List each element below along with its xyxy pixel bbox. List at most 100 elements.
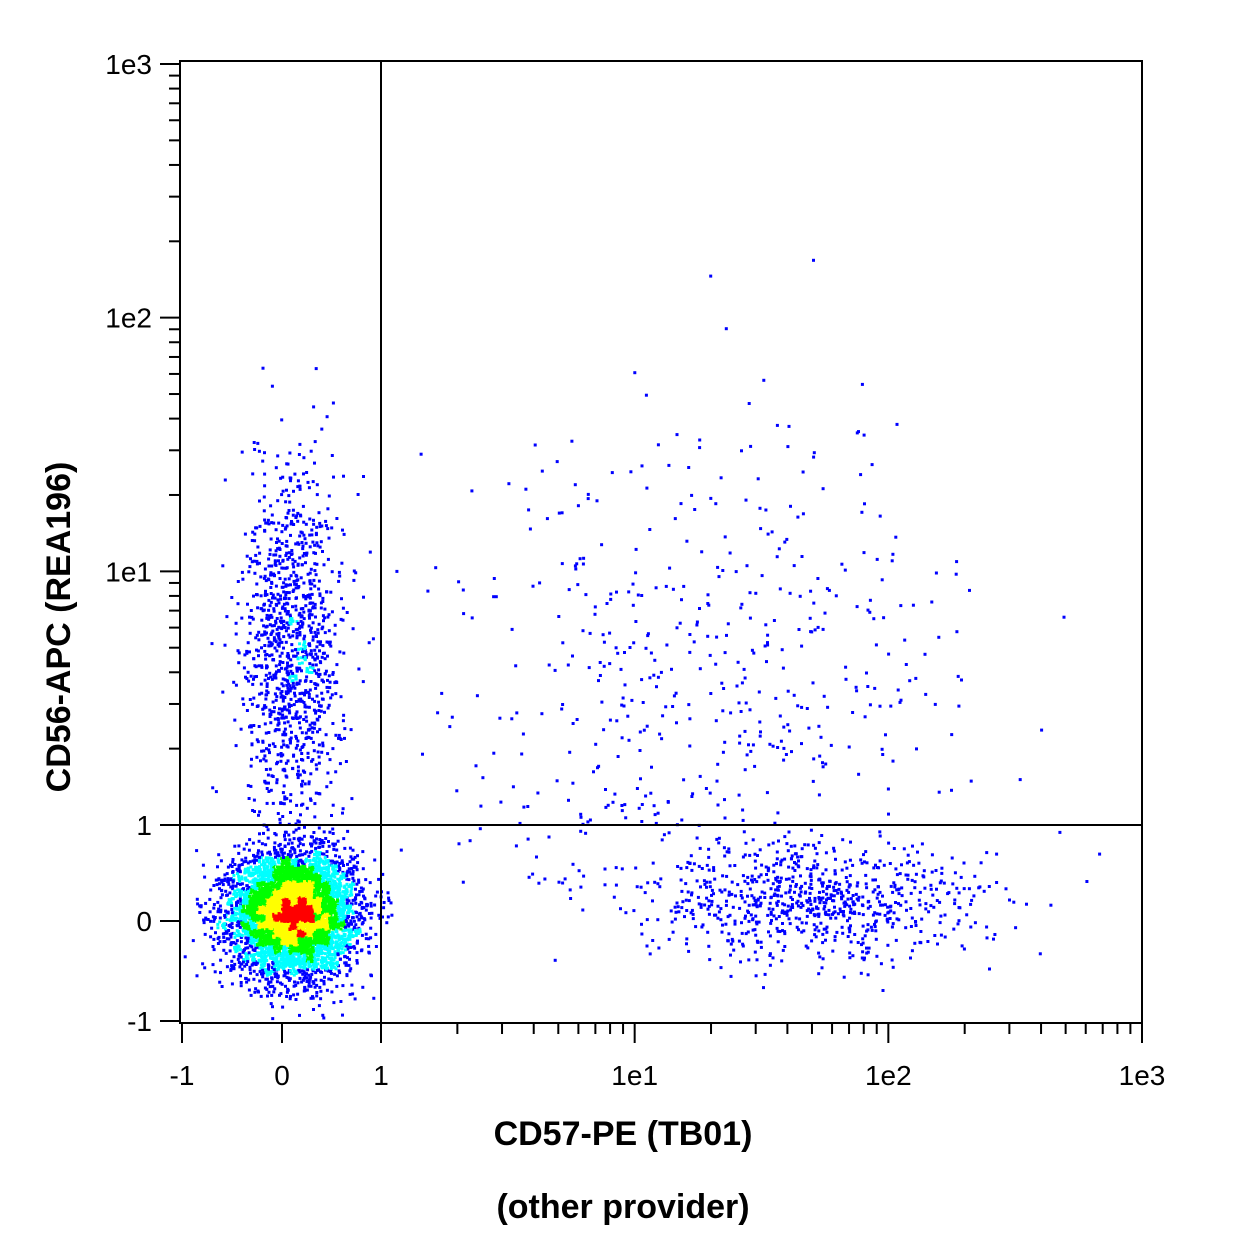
event-point bbox=[203, 932, 207, 936]
event-point bbox=[283, 866, 287, 869]
event-point bbox=[322, 1016, 326, 1020]
event-point bbox=[314, 923, 318, 927]
event-point bbox=[231, 858, 235, 861]
event-point bbox=[271, 984, 275, 988]
event-point bbox=[251, 962, 255, 966]
event-point bbox=[254, 963, 258, 966]
event-point bbox=[318, 985, 322, 989]
event-point bbox=[281, 958, 285, 962]
event-point bbox=[321, 859, 325, 863]
event-point bbox=[374, 932, 378, 936]
event-point bbox=[319, 895, 323, 899]
event-point bbox=[315, 856, 319, 860]
event-point bbox=[339, 951, 343, 955]
event-point bbox=[290, 972, 294, 976]
event-point bbox=[303, 864, 307, 868]
event-point bbox=[253, 878, 257, 882]
event-point bbox=[251, 871, 255, 875]
event-point bbox=[215, 883, 219, 887]
event-point bbox=[252, 906, 256, 910]
event-point bbox=[265, 892, 269, 896]
event-point bbox=[273, 841, 277, 845]
event-point bbox=[237, 889, 241, 893]
event-point bbox=[341, 811, 344, 815]
event-point bbox=[288, 944, 292, 948]
event-point bbox=[313, 815, 317, 819]
event-point bbox=[330, 958, 334, 961]
event-point bbox=[312, 862, 316, 866]
event-point bbox=[195, 974, 199, 978]
event-point bbox=[216, 942, 220, 945]
event-point bbox=[239, 984, 243, 988]
event-point bbox=[364, 932, 368, 936]
event-point bbox=[303, 825, 306, 829]
event-point bbox=[295, 908, 299, 912]
event-point bbox=[262, 883, 266, 886]
event-point bbox=[324, 837, 328, 840]
event-point bbox=[342, 944, 346, 948]
event-point bbox=[337, 969, 341, 973]
event-point bbox=[222, 940, 226, 944]
event-point bbox=[327, 944, 331, 948]
event-point bbox=[360, 933, 364, 937]
event-point bbox=[243, 964, 247, 968]
event-point bbox=[255, 869, 259, 873]
event-point bbox=[269, 970, 273, 973]
event-point bbox=[232, 892, 236, 896]
event-point bbox=[363, 897, 367, 901]
event-point bbox=[308, 863, 312, 866]
event-point bbox=[223, 873, 227, 877]
event-point bbox=[277, 949, 281, 952]
event-point bbox=[355, 893, 358, 897]
event-point bbox=[289, 959, 293, 963]
event-point bbox=[315, 983, 319, 987]
event-point bbox=[242, 912, 246, 916]
event-point bbox=[333, 902, 337, 906]
event-point bbox=[286, 959, 290, 963]
event-point bbox=[327, 840, 330, 843]
event-point bbox=[324, 907, 327, 911]
event-point bbox=[345, 920, 349, 924]
event-point bbox=[231, 887, 235, 891]
event-point bbox=[354, 865, 358, 869]
event-point bbox=[364, 908, 368, 912]
event-point bbox=[305, 980, 309, 983]
event-point bbox=[318, 838, 322, 841]
event-point bbox=[311, 963, 315, 967]
event-point bbox=[296, 981, 300, 985]
event-point bbox=[233, 906, 237, 910]
event-point bbox=[339, 942, 343, 945]
event-point bbox=[285, 875, 289, 879]
event-point bbox=[315, 837, 318, 841]
event-point bbox=[358, 890, 362, 893]
event-point bbox=[267, 872, 271, 875]
event-point bbox=[347, 937, 351, 941]
event-point bbox=[349, 889, 353, 893]
event-point bbox=[287, 978, 291, 982]
event-point bbox=[288, 849, 292, 853]
event-point bbox=[242, 860, 246, 864]
event-point bbox=[246, 907, 250, 911]
event-point bbox=[237, 874, 241, 878]
event-point bbox=[238, 893, 242, 896]
event-point bbox=[322, 982, 326, 986]
event-point bbox=[238, 863, 242, 867]
event-point bbox=[353, 927, 357, 931]
event-point bbox=[332, 873, 336, 877]
event-point bbox=[352, 919, 356, 923]
event-point bbox=[334, 936, 338, 940]
event-point bbox=[346, 947, 350, 951]
event-point bbox=[331, 904, 335, 908]
event-point bbox=[354, 934, 358, 937]
event-point bbox=[351, 992, 355, 996]
event-point bbox=[351, 898, 355, 902]
event-point bbox=[239, 981, 243, 984]
event-point bbox=[288, 874, 292, 878]
event-point bbox=[212, 948, 216, 952]
event-point bbox=[236, 882, 240, 886]
event-point bbox=[311, 919, 315, 923]
event-point bbox=[328, 956, 332, 960]
event-point bbox=[247, 978, 251, 982]
event-point bbox=[246, 946, 250, 950]
event-point bbox=[251, 921, 255, 925]
